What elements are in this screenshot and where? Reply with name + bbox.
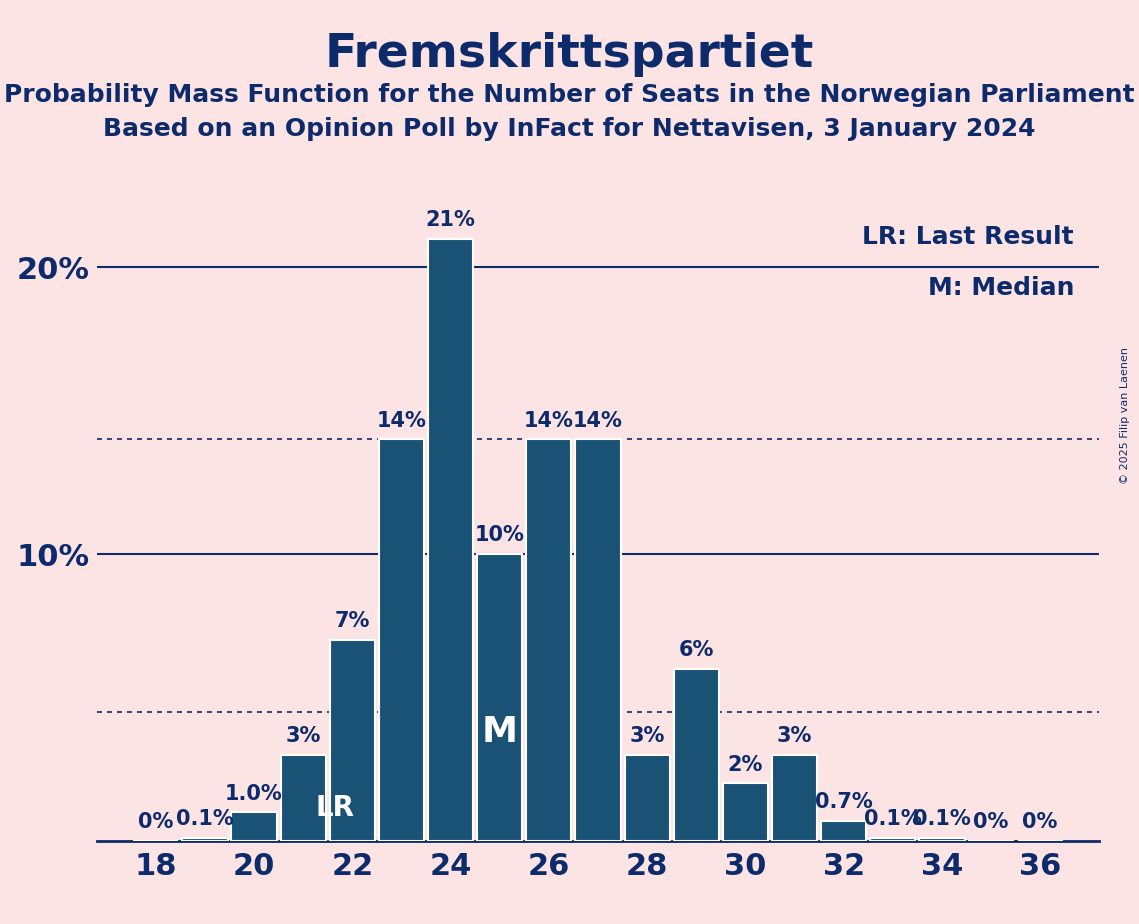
Text: 1.0%: 1.0%: [226, 784, 282, 804]
Text: 3%: 3%: [777, 726, 812, 747]
Text: 3%: 3%: [630, 726, 665, 747]
Text: 0%: 0%: [1023, 812, 1058, 833]
Text: 10%: 10%: [475, 526, 525, 545]
Bar: [231, 812, 277, 841]
Text: 0%: 0%: [974, 812, 1009, 833]
Bar: [821, 821, 867, 841]
Text: 14%: 14%: [377, 410, 426, 431]
Text: Based on an Opinion Poll by InFact for Nettavisen, 3 January 2024: Based on an Opinion Poll by InFact for N…: [104, 117, 1035, 141]
Bar: [379, 439, 424, 841]
Bar: [526, 439, 572, 841]
Text: Fremskrittspartiet: Fremskrittspartiet: [325, 32, 814, 78]
Bar: [772, 755, 817, 841]
Text: 3%: 3%: [286, 726, 321, 747]
Text: LR: Last Result: LR: Last Result: [862, 225, 1074, 249]
Bar: [428, 238, 473, 841]
Text: 0.1%: 0.1%: [913, 809, 970, 830]
Bar: [870, 838, 916, 841]
Bar: [723, 784, 768, 841]
Bar: [182, 838, 228, 841]
Text: 14%: 14%: [573, 410, 623, 431]
Bar: [329, 640, 375, 841]
Text: 0%: 0%: [138, 812, 173, 833]
Text: 7%: 7%: [335, 612, 370, 631]
Bar: [575, 439, 621, 841]
Bar: [673, 669, 719, 841]
Text: 0.1%: 0.1%: [863, 809, 921, 830]
Text: © 2025 Filip van Laenen: © 2025 Filip van Laenen: [1120, 347, 1130, 484]
Bar: [624, 755, 670, 841]
Text: 21%: 21%: [426, 210, 475, 230]
Text: M: Median: M: Median: [927, 276, 1074, 300]
Text: 2%: 2%: [728, 755, 763, 775]
Text: M: M: [482, 715, 518, 748]
Text: 6%: 6%: [679, 640, 714, 660]
Bar: [477, 554, 523, 841]
Text: LR: LR: [316, 794, 354, 822]
Bar: [919, 838, 965, 841]
Bar: [280, 755, 326, 841]
Text: 14%: 14%: [524, 410, 574, 431]
Text: Probability Mass Function for the Number of Seats in the Norwegian Parliament: Probability Mass Function for the Number…: [5, 83, 1134, 107]
Text: 0.7%: 0.7%: [814, 792, 872, 812]
Text: 0.1%: 0.1%: [177, 809, 233, 830]
